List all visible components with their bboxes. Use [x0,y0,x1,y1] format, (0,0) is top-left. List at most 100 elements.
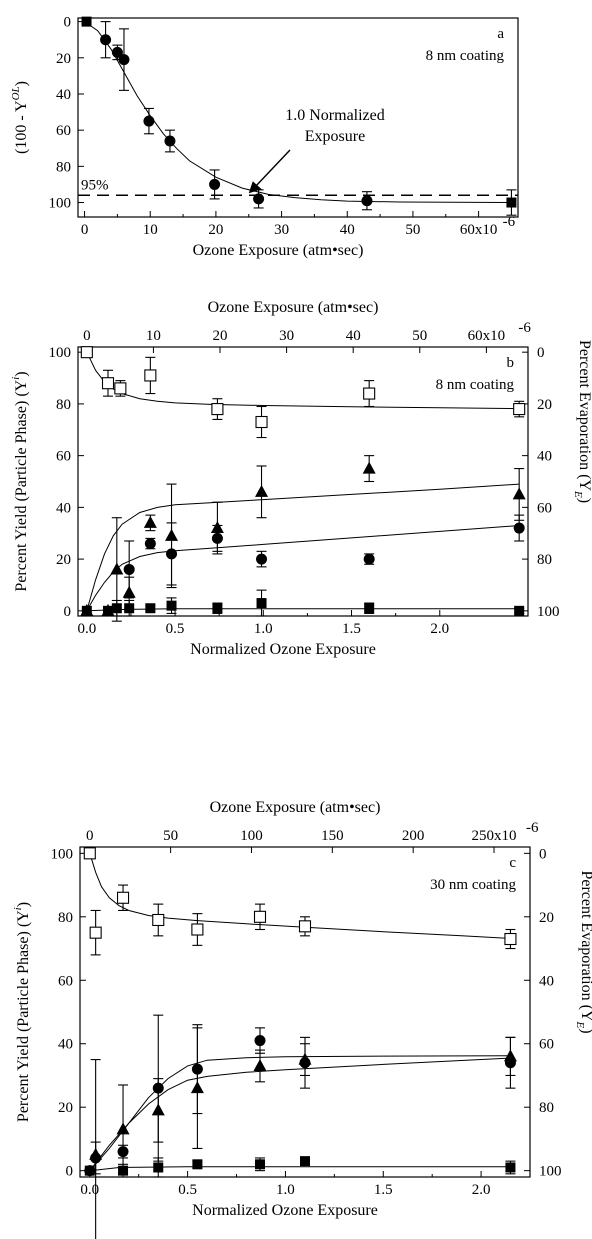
data-point-triangle [152,1103,165,1115]
y2-tick-label: 0 [537,345,545,361]
x-axis-label: Normalized Ozone Exposure [192,1202,378,1219]
top-x-exponent: -6 [526,820,539,836]
data-point-square [257,598,267,608]
y-tick-label: 20 [56,51,71,67]
data-point-open-square [115,383,126,394]
y2-axis-label-main: Percent Evaporation (Y [576,340,592,492]
panel-letter: a [497,26,504,42]
data-point-square [506,198,516,208]
x-tick-label: 60x10 [460,222,498,238]
top-x-tick-label: 0 [86,828,94,844]
y-tick-label: 0 [66,1164,74,1180]
y2-tick-label: 100 [539,1164,562,1180]
data-point-circle [256,554,267,565]
x-tick-label: 2.0 [430,621,449,637]
y-axis-label: Percent Yield (Particle Phase) (Yi) [10,371,30,591]
reference-line-label: 95% [81,177,109,193]
x-tick-label: 30 [274,222,289,238]
y-tick-label: 80 [58,910,73,926]
y-tick-label: 80 [56,397,71,413]
x-tick-label: 2.0 [472,1182,491,1198]
data-point-open-square [103,378,114,389]
top-x-tick-label: 250x10 [472,828,517,844]
annotation-arrow-shaft [255,150,290,187]
data-point-circle [253,193,264,204]
data-point-circle [145,538,156,549]
x-tick-label: 40 [340,222,355,238]
data-point-open-square [90,927,101,938]
top-x-tick-label: 100 [240,828,263,844]
data-point-square [103,606,113,616]
y-axis-label-end: ) [13,371,30,376]
y2-tick-label: 40 [537,449,552,465]
data-point-open-square [300,921,311,932]
y2-tick-label: 80 [539,1100,554,1116]
data-point-triangle [191,1081,204,1093]
y-axis-label: Percent Yield (Particle Phase) (Yi) [12,902,32,1122]
data-point-square [192,1159,202,1169]
data-point-square [255,1159,265,1169]
x-axis-label: Ozone Exposure (atm•sec) [193,242,364,259]
x-tick-label: 0.0 [77,621,96,637]
y2-tick-label: 80 [537,552,552,568]
top-x-tick-label: 60x10 [468,328,506,344]
y2-axis-label-main: Percent Evaporation (Y [578,870,592,1022]
y-tick-label: 40 [56,500,71,516]
y-axis-label-main: Percent Yield (Particle Phase) (Y [15,910,32,1122]
y-tick-label: 60 [56,123,71,139]
data-point-open-square [514,404,525,415]
data-point-triangle [299,1053,312,1065]
data-point-open-square [192,924,203,935]
panel-b: 0.00.51.01.52.00204060801000204060801000… [10,299,592,658]
y2-axis-label: Percent Evaporation (YE) [574,870,592,1033]
top-x-tick-label: 200 [402,828,425,844]
data-point-open-square [81,347,92,358]
data-point-circle [364,554,375,565]
y2-axis-label: Percent Evaporation (YE) [572,340,592,503]
data-point-triangle [254,1059,267,1071]
top-x-axis-label: Ozone Exposure (atm•sec) [210,799,381,816]
x-tick-label: 0.5 [166,621,185,637]
x-tick-label: 1.5 [342,621,361,637]
top-x-tick-label: 50 [163,828,178,844]
data-point-open-square [212,404,223,415]
data-point-circle [514,523,525,534]
fit-curve [90,1056,511,1171]
data-point-circle [100,34,111,45]
x-tick-label: 20 [208,222,223,238]
data-point-square [300,1156,310,1166]
y2-axis-label-end: ) [578,1028,592,1033]
x-tick-label: 1.5 [374,1182,393,1198]
top-x-tick-label: 150 [321,828,344,844]
panel-a: 0102030405060x10-6020406080100Ozone Expo… [10,15,518,259]
y-axis-label-main: (100 - Y [13,100,30,154]
y-tick-label: 0 [64,15,72,31]
data-point-triangle [513,487,526,499]
data-point-square [167,601,177,611]
data-point-square [82,17,92,27]
data-point-circle [212,533,223,544]
x-exponent: -6 [503,214,516,230]
data-point-open-square [505,934,516,945]
coating-label: 8 nm coating [436,377,515,393]
y-tick-label: 100 [49,196,72,212]
top-x-tick-label: 30 [279,328,294,344]
data-point-square [364,603,374,613]
data-point-square [118,1166,128,1176]
y-tick-label: 80 [56,159,71,175]
data-point-square [514,606,524,616]
y2-tick-label: 100 [537,604,560,620]
panel-letter: b [507,355,515,371]
x-axis-label: Normalized Ozone Exposure [190,641,376,658]
data-point-square [85,1166,95,1176]
panel-letter: c [509,855,516,871]
y-axis-label-end: ) [13,81,30,86]
top-x-exponent: -6 [518,320,531,336]
data-point-open-square [153,914,164,925]
y-axis-label-end: ) [15,902,32,907]
x-tick-label: 0.0 [80,1182,99,1198]
y-tick-label: 100 [51,846,74,862]
data-point-square [82,606,92,616]
y2-tick-label: 60 [537,500,552,516]
